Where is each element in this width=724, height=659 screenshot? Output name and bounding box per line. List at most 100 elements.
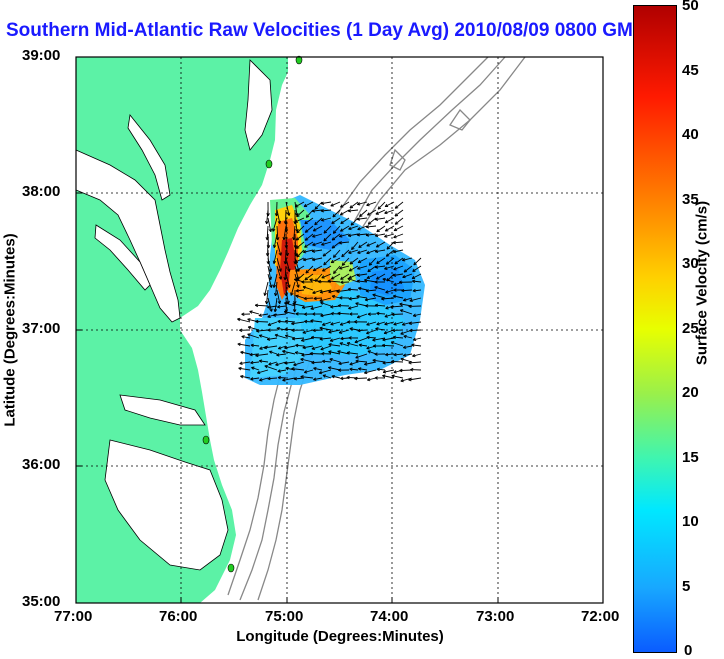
velocity-vector	[276, 201, 278, 217]
velocity-arrowhead	[277, 237, 280, 241]
velocity-arrowhead	[270, 276, 273, 280]
velocity-arrowhead	[374, 266, 379, 269]
x-tick-label: 77:00	[54, 608, 93, 625]
velocity-arrowhead	[349, 368, 353, 371]
velocity-arrowhead	[304, 278, 308, 281]
velocity-arrowhead	[376, 368, 380, 372]
velocity-arrowhead	[348, 337, 352, 340]
velocity-vector	[305, 265, 314, 274]
velocity-vector	[394, 201, 404, 209]
velocity-vector	[355, 353, 368, 359]
velocity-vector	[393, 249, 404, 253]
velocity-arrowhead	[289, 284, 291, 288]
velocity-vector	[267, 265, 272, 280]
velocity-arrowhead	[249, 311, 253, 314]
velocity-arrowhead	[295, 344, 299, 348]
velocity-arrowhead	[359, 215, 363, 218]
velocity-arrowhead	[317, 281, 321, 284]
velocity-arrowhead	[408, 379, 412, 382]
velocity-arrowhead	[350, 223, 355, 226]
velocity-vector	[259, 377, 269, 381]
velocity-arrowhead	[409, 300, 413, 303]
velocity-vector	[355, 302, 368, 307]
velocity-arrowhead	[347, 321, 351, 324]
velocity-vector	[285, 334, 296, 339]
velocity-vector	[337, 312, 350, 315]
velocity-vector	[402, 273, 413, 278]
velocity-arrowhead	[386, 263, 390, 265]
velocity-vector	[412, 289, 422, 292]
velocity-vector	[291, 321, 305, 325]
velocity-vector	[328, 343, 341, 347]
velocity-vector	[348, 297, 359, 300]
velocity-vector	[283, 225, 287, 240]
velocity-arrowhead	[323, 239, 327, 242]
velocity-arrowhead	[240, 375, 244, 379]
velocity-arrowhead	[349, 364, 353, 366]
velocity-vector	[411, 273, 422, 279]
velocity-vector	[276, 265, 282, 280]
velocity-arrowhead	[357, 330, 361, 333]
velocity-arrowhead	[285, 367, 289, 371]
velocity-vector	[237, 318, 251, 323]
velocity-arrowhead	[313, 298, 317, 301]
velocity-vector	[312, 209, 323, 212]
velocity-arrowhead	[296, 231, 300, 234]
velocity-vector	[305, 209, 314, 218]
velocity-arrowhead	[319, 338, 323, 341]
velocity-vector	[313, 377, 323, 381]
velocity-arrowhead	[403, 335, 407, 339]
velocity-vector	[375, 265, 386, 268]
velocity-vector	[349, 257, 359, 265]
velocity-vector	[274, 334, 287, 339]
velocity-vector	[320, 209, 332, 212]
velocity-vector	[367, 350, 377, 355]
velocity-vector	[321, 217, 332, 221]
velocity-arrowhead	[384, 236, 388, 238]
velocity-arrowhead	[374, 304, 378, 308]
velocity-arrowhead	[277, 377, 281, 380]
velocity-arrowhead	[357, 203, 361, 206]
velocity-arrowhead	[239, 329, 243, 333]
colorbar-tick: 35	[682, 191, 699, 208]
velocity-arrowhead	[272, 228, 276, 232]
velocity-arrowhead	[280, 276, 283, 280]
velocity-arrowhead	[328, 367, 331, 370]
velocity-arrowhead	[346, 352, 350, 355]
velocity-arrowhead	[322, 360, 326, 364]
velocity-arrowhead	[412, 290, 416, 293]
velocity-arrowhead	[332, 215, 336, 218]
velocity-vector	[267, 241, 269, 257]
velocity-vector	[303, 201, 314, 207]
velocity-vector	[241, 335, 251, 339]
velocity-arrowhead	[358, 287, 361, 291]
velocity-vector	[408, 361, 422, 364]
velocity-vector	[238, 367, 251, 371]
velocity-arrowhead	[392, 336, 396, 340]
velocity-arrowhead	[347, 278, 351, 282]
velocity-arrowhead	[295, 313, 299, 316]
velocity-vector	[277, 377, 287, 379]
velocity-arrowhead	[280, 268, 282, 272]
velocity-vector	[401, 289, 413, 292]
colorbar-tick: 45	[682, 62, 699, 79]
velocity-vector	[366, 233, 377, 236]
velocity-vector	[347, 278, 359, 283]
velocity-arrowhead	[274, 309, 278, 313]
colorbar-tick: 20	[682, 384, 699, 401]
velocity-arrowhead	[296, 255, 300, 258]
velocity-arrowhead	[288, 300, 290, 304]
velocity-vector	[292, 303, 305, 307]
velocity-arrowhead	[305, 231, 309, 233]
velocity-arrowhead	[284, 362, 288, 365]
velocity-vector	[341, 257, 350, 266]
velocity-vector	[408, 321, 422, 325]
velocity-arrowhead	[386, 247, 391, 250]
velocity-vector	[259, 334, 269, 339]
velocity-vector	[332, 209, 341, 218]
velocity-vector	[312, 265, 323, 272]
velocity-arrowhead	[268, 364, 272, 366]
velocity-vector	[349, 201, 359, 209]
velocity-vector	[304, 233, 314, 241]
velocity-arrowhead	[339, 236, 343, 238]
